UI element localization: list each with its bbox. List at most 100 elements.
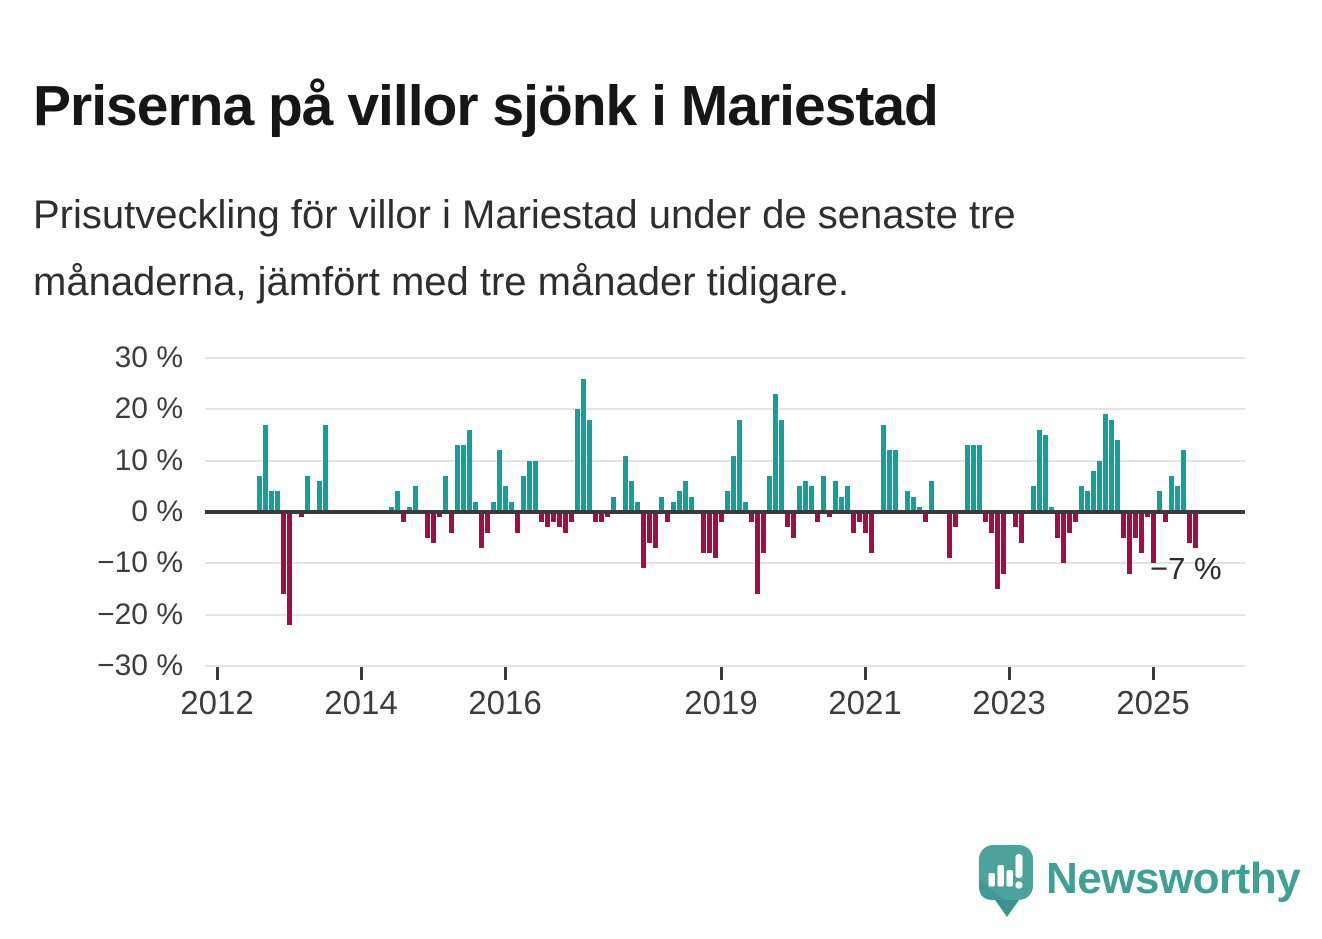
bar [1187, 512, 1192, 543]
bar [437, 512, 442, 518]
last-value-annotation: −7 % [1150, 551, 1222, 586]
bar [575, 409, 580, 512]
bar [593, 512, 598, 523]
gridline-30 [205, 357, 1245, 359]
bar [587, 419, 592, 512]
bar [851, 512, 856, 533]
x-axis-tick-2025 [1151, 667, 1155, 680]
subtitle-line-2: månaderna, jämfört med tre månader tidig… [33, 260, 849, 304]
bar [275, 491, 280, 512]
bar [623, 455, 628, 512]
bar [767, 476, 772, 512]
bar [1079, 486, 1084, 512]
bar [731, 455, 736, 512]
x-axis-tick-2023 [1007, 667, 1011, 680]
subtitle-line-1: Prisutveckling för villor i Mariestad un… [33, 193, 1016, 237]
bar [1073, 512, 1078, 523]
bar [1055, 512, 1060, 538]
bar [845, 486, 850, 512]
bar [797, 486, 802, 512]
bar [557, 512, 562, 528]
bar [1115, 440, 1120, 512]
bar [611, 496, 616, 512]
bar [1169, 476, 1174, 512]
bar [905, 491, 910, 512]
bar [755, 512, 760, 595]
gridline--10 [205, 562, 1245, 565]
bar [521, 476, 526, 512]
bar [833, 481, 838, 512]
bar [1193, 512, 1198, 548]
bar [1127, 512, 1132, 574]
bar [953, 512, 958, 528]
bar [1097, 460, 1102, 512]
x-axis-label-2014: 2014 [324, 684, 398, 721]
bar [917, 506, 922, 512]
bar [473, 501, 478, 512]
bar [863, 512, 868, 533]
bar [599, 512, 604, 523]
bar [527, 460, 532, 512]
bar [641, 512, 646, 569]
bar [803, 481, 808, 512]
bar [737, 419, 742, 512]
y-axis-label: 10 % [114, 443, 183, 477]
bar [1013, 512, 1018, 528]
bar [713, 512, 718, 559]
bar [269, 491, 274, 512]
y-axis-label: −30 % [97, 648, 183, 682]
bar [977, 445, 982, 512]
bar [299, 512, 304, 518]
bar [1157, 491, 1162, 512]
bar [689, 496, 694, 512]
page-title: Priserna på villor sjönk i Mariestad [33, 74, 939, 139]
bar [305, 476, 310, 512]
bar [323, 424, 328, 512]
bar [551, 512, 556, 523]
bar [413, 486, 418, 512]
bar [1121, 512, 1126, 538]
bar [503, 486, 508, 512]
bar [281, 512, 286, 595]
bar [683, 481, 688, 512]
bar [1037, 429, 1042, 512]
bar [605, 512, 610, 518]
x-axis-label-2012: 2012 [180, 684, 254, 721]
bar [929, 481, 934, 512]
bar [773, 393, 778, 512]
bar [647, 512, 652, 543]
bar [407, 506, 412, 512]
bar [1139, 512, 1144, 554]
bar [1163, 512, 1168, 523]
newsworthy-speech-bubble-bar-chart-icon [979, 845, 1033, 917]
y-axis-label: −20 % [97, 597, 183, 631]
bar [881, 424, 886, 512]
bar [581, 378, 586, 512]
bar [971, 445, 976, 512]
bar [1103, 414, 1108, 512]
newsworthy-wordmark: Newsworthy [1046, 854, 1301, 903]
bar [479, 512, 484, 548]
bar [491, 501, 496, 512]
bar [809, 486, 814, 512]
bar [485, 512, 490, 533]
bar [257, 476, 262, 512]
bar [911, 496, 916, 512]
bar [983, 512, 988, 523]
bar [947, 512, 952, 559]
bar [635, 501, 640, 512]
bar [1151, 512, 1156, 564]
x-axis-label-2021: 2021 [828, 684, 902, 721]
bar [821, 476, 826, 512]
bar [389, 506, 394, 512]
x-axis-tick-2012 [215, 667, 219, 680]
bar [515, 512, 520, 533]
newsworthy-logo: Newsworthy [978, 844, 1308, 924]
bar [677, 491, 682, 512]
bar [1145, 512, 1150, 518]
bar [779, 419, 784, 512]
bar [743, 501, 748, 512]
bar [827, 512, 832, 518]
